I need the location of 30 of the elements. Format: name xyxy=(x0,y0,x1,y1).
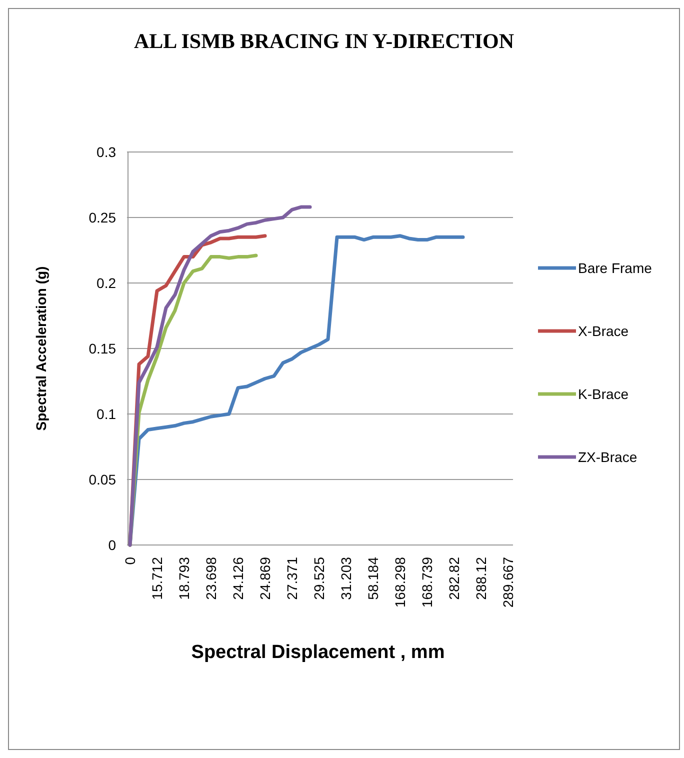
x-tick-label: 27.371 xyxy=(284,556,300,600)
y-tick-label: 0.1 xyxy=(96,406,116,422)
x-tick-label: 168.298 xyxy=(392,556,408,608)
legend-label: Bare Frame xyxy=(578,260,652,276)
x-tick-label: 29.525 xyxy=(311,556,327,600)
legend-label: X-Brace xyxy=(578,323,629,339)
x-tick-label: 24.126 xyxy=(230,556,246,600)
x-tick-label: 168.739 xyxy=(419,556,435,608)
y-tick-label: 0.15 xyxy=(88,340,116,356)
legend-label: K-Brace xyxy=(578,386,629,402)
chart-title: ALL ISMB BRACING IN Y-DIRECTION xyxy=(134,29,514,53)
x-tick-label: 282.82 xyxy=(446,556,462,600)
x-tick-label: 58.184 xyxy=(365,556,381,600)
y-tick-label: 0 xyxy=(108,537,116,553)
x-tick-label: 0 xyxy=(122,556,138,565)
x-tick-label: 289.667 xyxy=(500,556,516,608)
x-tick-label: 15.712 xyxy=(149,556,165,600)
legend-label: ZX-Brace xyxy=(578,449,638,465)
x-tick-label: 24.869 xyxy=(257,556,273,600)
y-tick-label: 0.05 xyxy=(88,472,116,488)
x-axis-title: Spectral Displacement , mm xyxy=(191,642,445,663)
x-tick-label: 23.698 xyxy=(203,556,219,600)
y-axis-title: Spectral Acceleration (g) xyxy=(33,266,49,431)
x-tick-label: 18.793 xyxy=(176,556,192,600)
x-tick-label: 288.12 xyxy=(473,556,489,600)
y-tick-label: 0.2 xyxy=(96,275,116,291)
y-tick-label: 0.3 xyxy=(96,144,116,160)
line-series xyxy=(128,205,312,547)
x-tick-label: 31.203 xyxy=(338,556,354,600)
y-tick-label: 0.25 xyxy=(88,210,116,226)
